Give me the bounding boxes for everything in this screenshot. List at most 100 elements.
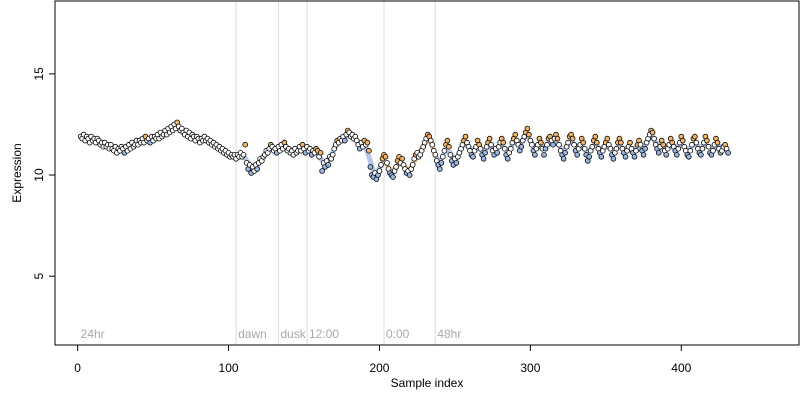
data-point <box>598 154 605 160</box>
data-point <box>699 145 706 152</box>
data-point <box>651 135 657 142</box>
data-point <box>627 139 633 146</box>
data-point <box>393 164 399 170</box>
data-point <box>447 152 454 158</box>
data-point <box>698 152 704 158</box>
data-point <box>529 141 535 148</box>
data-point <box>512 131 519 138</box>
data-point <box>494 150 501 156</box>
data-point <box>325 162 332 168</box>
data-point <box>429 141 436 148</box>
data-point <box>679 137 686 144</box>
data-point <box>592 133 599 140</box>
data-point <box>329 152 336 158</box>
data-point <box>470 154 476 160</box>
x-axis-label: Sample index <box>391 376 464 390</box>
data-point <box>673 152 680 158</box>
x-tick-label: 100 <box>219 361 239 375</box>
data-point <box>378 162 384 168</box>
data-point <box>692 133 698 140</box>
data-point <box>569 135 576 142</box>
data-point <box>589 143 595 150</box>
y-axis-label: Expression <box>10 143 24 202</box>
y-tick-label: 10 <box>32 168 46 182</box>
data-point <box>593 139 600 146</box>
data-point <box>488 141 494 148</box>
x-tick-label: 300 <box>520 361 540 375</box>
plot-frame <box>54 0 800 346</box>
data-point <box>406 172 413 178</box>
data-point <box>462 133 469 140</box>
data-point <box>574 152 580 158</box>
data-point <box>384 160 390 166</box>
data-point <box>565 139 571 146</box>
data-point <box>480 156 487 162</box>
data-point <box>560 156 567 162</box>
data-point <box>526 131 532 138</box>
data-point <box>655 150 662 156</box>
x-tick-label: 400 <box>671 361 691 375</box>
data-point <box>317 150 324 156</box>
data-point <box>554 135 561 142</box>
data-point <box>254 166 261 172</box>
trend-band <box>433 134 730 163</box>
separator-label: dawn <box>238 327 267 341</box>
data-point <box>444 137 451 144</box>
y-axis: 5 10 15 <box>32 67 56 280</box>
data-point <box>693 139 700 146</box>
data-point <box>436 166 443 172</box>
data-point <box>704 137 710 144</box>
data-point <box>725 150 731 156</box>
data-point <box>341 137 348 144</box>
data-point <box>660 141 666 148</box>
data-point <box>364 139 371 146</box>
data-point <box>687 147 694 154</box>
data-point <box>714 139 721 146</box>
data-point <box>607 145 614 152</box>
data-point <box>642 145 648 152</box>
data-point <box>409 162 416 168</box>
data-point <box>556 141 562 148</box>
data-point <box>541 152 547 158</box>
y-tick-label: 15 <box>32 67 46 81</box>
data-point <box>705 143 712 150</box>
data-point <box>240 152 247 158</box>
data-point <box>633 147 639 154</box>
data-point <box>367 164 374 170</box>
x-tick-label: 0 <box>74 361 81 375</box>
data-point <box>376 168 383 174</box>
data-point <box>242 141 249 148</box>
data-point <box>571 141 577 148</box>
data-point <box>631 154 638 160</box>
data-point <box>610 156 617 162</box>
data-point <box>649 129 656 136</box>
data-point <box>637 141 644 148</box>
separator-label: 12:00 <box>309 327 339 341</box>
data-point <box>319 168 325 174</box>
data-point <box>640 152 647 158</box>
data-point <box>501 145 508 152</box>
data-point <box>544 141 550 148</box>
data-point <box>613 145 620 152</box>
data-point <box>504 156 511 162</box>
start-label: 24hr <box>81 327 105 341</box>
data-point <box>366 147 372 154</box>
data-point <box>586 154 592 160</box>
data-point <box>441 147 448 154</box>
data-point <box>438 160 445 166</box>
data-point <box>580 139 586 146</box>
data-point <box>685 154 692 160</box>
data-point <box>486 135 493 142</box>
data-point <box>550 141 556 148</box>
data-point <box>446 143 452 150</box>
data-point <box>618 139 624 146</box>
data-point <box>562 150 568 156</box>
separator-label: 48hr <box>437 327 461 341</box>
data-point <box>482 150 488 156</box>
data-point <box>399 156 405 162</box>
x-tick-label: 200 <box>369 361 389 375</box>
data-point <box>532 152 538 158</box>
data-point <box>581 145 588 152</box>
trend-band <box>383 138 438 174</box>
y-tick-label: 5 <box>32 273 46 280</box>
